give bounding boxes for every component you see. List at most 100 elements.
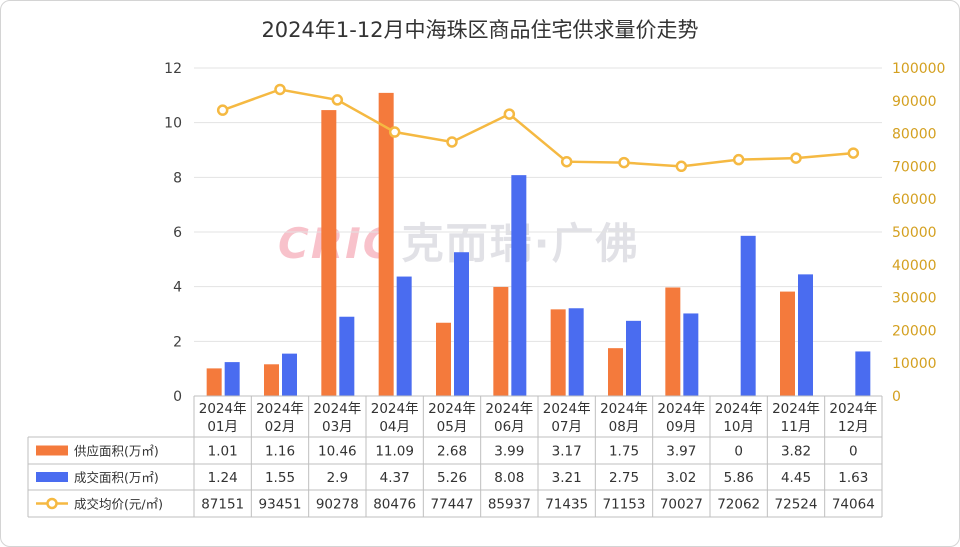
data-label: 77447 bbox=[431, 497, 474, 513]
deal-bar bbox=[626, 320, 641, 396]
price-point bbox=[446, 136, 458, 148]
data-label: 10.46 bbox=[318, 444, 357, 460]
data-label: 72062 bbox=[717, 497, 760, 513]
y-left-tick-label: 6 bbox=[173, 225, 182, 241]
price-point bbox=[388, 126, 401, 138]
deal-bar bbox=[740, 235, 756, 396]
data-label: 5.26 bbox=[437, 470, 467, 486]
supply-bar bbox=[665, 287, 681, 396]
category-label-year: 2024年 bbox=[485, 401, 533, 417]
y-right-tick-label: 30000 bbox=[892, 291, 937, 307]
deal-bar bbox=[511, 175, 527, 396]
data-label: 85937 bbox=[488, 497, 531, 513]
y-left-tick-label: 8 bbox=[173, 170, 182, 186]
legend-key-marker bbox=[46, 497, 58, 510]
data-label: 87151 bbox=[201, 497, 244, 513]
data-label: 3.02 bbox=[666, 470, 696, 486]
category-label-year: 2024年 bbox=[715, 401, 763, 417]
data-label: 5.86 bbox=[724, 470, 754, 486]
price-point bbox=[847, 147, 860, 159]
supply-bar bbox=[206, 368, 222, 396]
supply-bar bbox=[321, 110, 337, 397]
y-right-tick-label: 70000 bbox=[892, 159, 937, 175]
y-right-tick-label: 90000 bbox=[892, 94, 937, 110]
supply-bar bbox=[608, 348, 623, 396]
data-label: 1.75 bbox=[609, 444, 639, 460]
price-point bbox=[274, 83, 286, 96]
data-label: 1.55 bbox=[265, 470, 295, 486]
y-right-tick-label: 20000 bbox=[892, 323, 937, 339]
price-point bbox=[675, 160, 688, 173]
data-label: 11.09 bbox=[375, 444, 414, 460]
category-label-month: 08月 bbox=[609, 419, 640, 435]
price-point bbox=[732, 153, 745, 166]
chart-title: 2024年1-12月中海珠区商品住宅供求量价走势 bbox=[261, 18, 699, 42]
price-point bbox=[790, 152, 802, 164]
price-point bbox=[503, 108, 516, 120]
data-label: 8.08 bbox=[494, 470, 524, 486]
data-label: 71153 bbox=[603, 497, 646, 513]
y-right-tick-label: 10000 bbox=[892, 356, 937, 372]
price-line bbox=[222, 88, 854, 168]
category-label-month: 05月 bbox=[437, 419, 468, 435]
legend-label: 成交面积(万㎡) bbox=[74, 470, 159, 485]
deal-bar bbox=[798, 274, 813, 396]
supply-bar bbox=[550, 309, 566, 396]
deal-bar bbox=[224, 362, 240, 396]
category-label-year: 2024年 bbox=[543, 401, 591, 417]
data-label: 1.16 bbox=[265, 444, 295, 460]
category-label-year: 2024年 bbox=[657, 401, 705, 417]
deal-bar bbox=[683, 313, 699, 396]
category-label-month: 12月 bbox=[838, 419, 869, 435]
y-right-tick-label: 40000 bbox=[892, 258, 937, 274]
data-label: 3.82 bbox=[781, 444, 811, 460]
data-label: 70027 bbox=[660, 497, 703, 513]
category-label-month: 06月 bbox=[494, 419, 525, 435]
data-label: 2.68 bbox=[437, 444, 467, 460]
y-right-tick-label: 0 bbox=[892, 389, 901, 405]
y-right-tick-label: 100000 bbox=[892, 61, 945, 77]
supply-bar bbox=[378, 92, 394, 396]
deal-bar bbox=[339, 316, 355, 396]
data-label: 71435 bbox=[545, 497, 588, 513]
category-label-month: 09月 bbox=[666, 419, 697, 435]
data-label: 4.37 bbox=[380, 470, 410, 486]
category-label-month: 07月 bbox=[551, 419, 582, 435]
category-label-year: 2024年 bbox=[199, 401, 247, 417]
category-label-month: 01月 bbox=[207, 419, 238, 435]
category-label-month: 04月 bbox=[379, 419, 410, 435]
category-label-year: 2024年 bbox=[428, 401, 476, 417]
data-label: 3.21 bbox=[552, 470, 582, 486]
data-label: 72524 bbox=[775, 497, 818, 513]
data-label: 2.75 bbox=[609, 470, 639, 486]
deal-bar bbox=[282, 353, 297, 396]
data-label: 3.97 bbox=[666, 444, 696, 460]
data-label: 74064 bbox=[832, 497, 875, 513]
supply-bar bbox=[493, 286, 509, 396]
y-left-tick-label: 2 bbox=[173, 334, 182, 350]
category-label-year: 2024年 bbox=[772, 401, 820, 417]
y-left-tick-label: 0 bbox=[173, 389, 182, 405]
data-label: 2.9 bbox=[327, 470, 348, 486]
category-label-year: 2024年 bbox=[371, 401, 419, 417]
y-left-tick-label: 4 bbox=[173, 280, 182, 296]
legend-label: 供应面积(万㎡) bbox=[74, 444, 159, 459]
category-label-year: 2024年 bbox=[313, 401, 361, 417]
legend-key bbox=[36, 472, 68, 482]
data-label: 4.45 bbox=[781, 470, 811, 486]
y-right-tick-label: 60000 bbox=[892, 192, 937, 208]
data-label: 1.01 bbox=[208, 444, 238, 460]
y-left-tick-label: 10 bbox=[164, 116, 182, 132]
data-label: 3.99 bbox=[494, 444, 524, 460]
data-label: 1.24 bbox=[208, 470, 238, 486]
y-right-tick-label: 50000 bbox=[892, 225, 937, 241]
data-label: 1.63 bbox=[838, 470, 868, 486]
supply-bar bbox=[436, 322, 451, 396]
deal-bar bbox=[855, 351, 871, 396]
price-point bbox=[560, 155, 573, 168]
price-point bbox=[216, 104, 229, 116]
legend-label: 成交均价(元/㎡) bbox=[74, 497, 163, 512]
supply-bar bbox=[780, 291, 795, 396]
price-point bbox=[331, 94, 344, 106]
